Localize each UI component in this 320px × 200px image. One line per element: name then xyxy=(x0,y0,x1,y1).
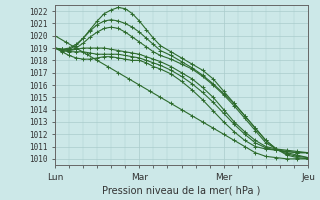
X-axis label: Pression niveau de la mer( hPa ): Pression niveau de la mer( hPa ) xyxy=(102,186,261,196)
